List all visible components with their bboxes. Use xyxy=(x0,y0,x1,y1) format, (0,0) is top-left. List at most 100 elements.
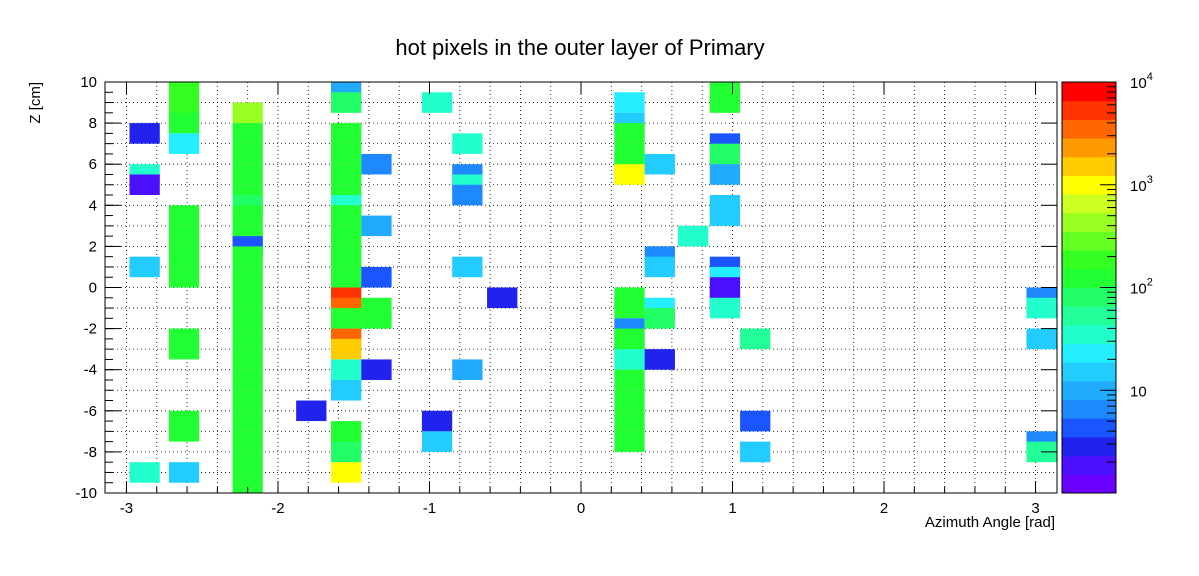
heatmap-cell xyxy=(421,431,453,452)
heatmap-cell xyxy=(232,369,263,391)
heatmap-cell xyxy=(614,390,645,411)
heatmap-cell xyxy=(614,92,645,113)
colorbar-swatch xyxy=(1062,194,1116,214)
y-tick-label: -10 xyxy=(75,485,97,502)
colorbar-swatch xyxy=(1062,455,1116,475)
colorbar-swatch xyxy=(1062,175,1116,195)
y-tick-label: -4 xyxy=(84,362,97,379)
heatmap-cell xyxy=(361,215,392,237)
colorbar-swatch xyxy=(1062,343,1116,363)
colorbar-swatch xyxy=(1062,324,1116,345)
x-tick-label: -1 xyxy=(423,500,436,517)
heatmap-cell xyxy=(614,297,645,319)
heatmap-cell xyxy=(232,472,263,493)
colorbar-swatch xyxy=(1062,250,1116,270)
x-tick-label: 1 xyxy=(728,500,736,517)
heatmap-cell xyxy=(129,256,160,278)
heatmap-cell xyxy=(232,349,263,370)
y-tick-label: -6 xyxy=(84,403,97,420)
heatmap-cell xyxy=(331,266,362,288)
heatmap-cell xyxy=(232,102,263,124)
heatmap-cell xyxy=(644,153,675,175)
heatmap-cell xyxy=(331,338,362,360)
heatmap-cell xyxy=(452,184,483,206)
heatmap-cell xyxy=(168,112,200,134)
colorbar-swatch xyxy=(1062,231,1116,251)
heatmap-cell xyxy=(129,462,160,483)
x-tick-label: 2 xyxy=(880,500,888,517)
heatmap-cell xyxy=(232,205,263,226)
heatmap-cell xyxy=(168,338,200,360)
heatmap-cell xyxy=(331,92,362,113)
x-tick-label: -3 xyxy=(120,500,133,517)
colorbar-swatch xyxy=(1062,418,1116,438)
y-tick-label: 10 xyxy=(80,74,97,91)
colorbar-swatch xyxy=(1062,138,1116,158)
heatmap-cell xyxy=(614,164,645,185)
grid-lines xyxy=(105,81,1057,494)
heatmap-cell xyxy=(614,369,645,391)
heatmap-cell xyxy=(361,266,392,288)
heatmap-cell xyxy=(452,133,483,154)
heatmap-cell xyxy=(709,143,741,165)
y-tick-label: 4 xyxy=(89,197,97,214)
heatmap-cell xyxy=(677,225,709,247)
heatmap-cell xyxy=(361,153,392,175)
heatmap-cell xyxy=(232,410,263,432)
heatmap-cell xyxy=(168,225,200,247)
heatmap-cell xyxy=(232,390,263,411)
heatmap-cell xyxy=(614,431,645,452)
heatmap-cell xyxy=(232,328,263,350)
colorbar-swatch xyxy=(1062,268,1116,288)
heatmap-cell xyxy=(331,123,362,144)
heatmap-cell xyxy=(421,410,453,432)
heatmap-cell xyxy=(232,246,263,267)
heatmap-cell xyxy=(168,462,200,483)
heatmap-cell xyxy=(361,308,392,329)
y-tick-label: -8 xyxy=(84,444,97,461)
colorbar-swatch xyxy=(1062,287,1116,307)
heatmap-cell xyxy=(331,143,362,165)
heatmap-cell xyxy=(232,431,263,452)
heatmap-cell xyxy=(614,410,645,432)
heatmap-cell xyxy=(331,379,362,401)
heatmap-cell xyxy=(232,143,263,165)
heatmap-cell xyxy=(452,359,483,380)
heatmap-cell xyxy=(331,164,362,185)
colorbar-swatch xyxy=(1062,399,1116,419)
x-axis-label: Azimuth Angle [rad] xyxy=(925,514,1055,531)
heatmap-cell xyxy=(709,164,741,185)
heatmap-cell xyxy=(709,205,741,226)
heatmap-cell xyxy=(168,266,200,288)
heatmap-cell xyxy=(614,123,645,144)
heatmap-cell xyxy=(331,205,362,226)
heatmap-cell xyxy=(487,287,518,309)
x-tick-label: 3 xyxy=(1031,500,1039,517)
heatmap-cell xyxy=(452,256,483,278)
colorbar-tick-label: 103 xyxy=(1130,174,1153,195)
heatmap-cells xyxy=(129,82,1057,493)
y-tick-label: 8 xyxy=(89,115,97,132)
heatmap-cell xyxy=(232,308,263,329)
colorbar-tick-label: 10 xyxy=(1130,383,1147,400)
heatmap-cell xyxy=(331,441,362,463)
heatmap-cell xyxy=(232,451,263,473)
colorbar-swatch xyxy=(1062,436,1116,457)
heatmap-cell xyxy=(168,246,200,267)
heatmap-cell xyxy=(421,92,453,113)
heatmap-cell xyxy=(331,246,362,267)
y-axis-label: Z [cm] xyxy=(27,82,44,124)
heatmap-cell xyxy=(331,225,362,247)
heatmap-cell xyxy=(168,82,200,103)
y-tick-label: 6 xyxy=(89,156,97,173)
colorbar-swatch xyxy=(1062,100,1116,120)
heatmap-cell xyxy=(361,359,392,380)
heatmap-cell xyxy=(740,328,771,350)
heatmap-cell xyxy=(331,462,362,483)
heatmap-cell xyxy=(129,174,160,196)
heatmap-cell xyxy=(740,410,771,432)
chart-title: hot pixels in the outer layer of Primary xyxy=(395,35,764,60)
heatmap-cell xyxy=(232,266,263,288)
